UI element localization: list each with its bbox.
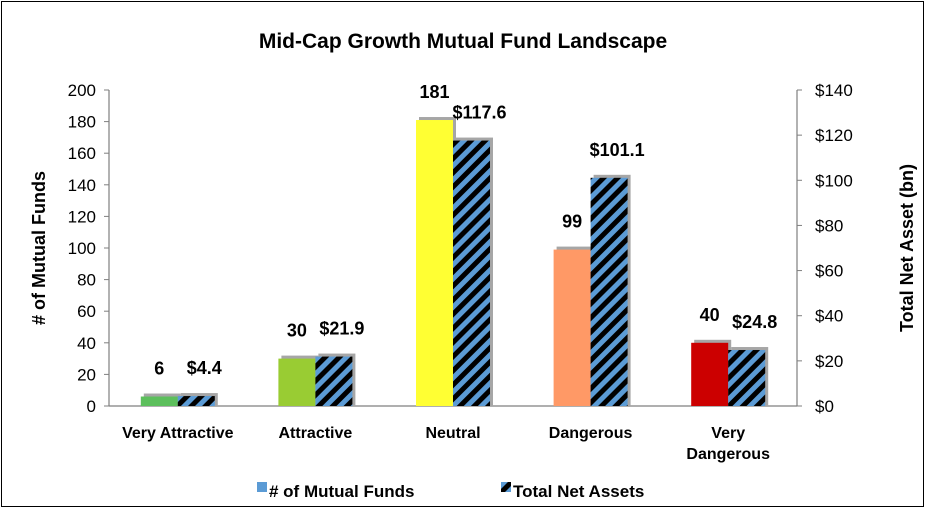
right-tick-label: $20 xyxy=(815,352,843,371)
bar-mutual-funds xyxy=(553,249,591,406)
left-tick-label: 120 xyxy=(68,207,96,226)
left-tick-label: 180 xyxy=(68,113,96,132)
left-tick-label: 0 xyxy=(87,397,96,416)
data-label-mutual-funds: 6 xyxy=(154,359,164,379)
bar-mutual-funds xyxy=(416,120,453,407)
right-tick-label: $40 xyxy=(815,307,843,326)
left-tick-label: 140 xyxy=(68,176,96,195)
x-tick-label: Dangerous xyxy=(549,425,633,442)
x-tick-label: Neutral xyxy=(425,425,480,442)
right-tick-label: $60 xyxy=(815,262,843,281)
x-tick-label: Attractive xyxy=(278,425,352,442)
data-label-total-net-assets: $21.9 xyxy=(319,319,364,339)
left-tick-label: 60 xyxy=(77,302,96,321)
left-tick-label: 100 xyxy=(68,239,96,258)
data-label-total-net-assets: $101.1 xyxy=(590,140,645,160)
bar-total-net-assets xyxy=(453,140,490,406)
bar-total-net-assets xyxy=(728,350,766,406)
right-tick-label: $120 xyxy=(815,126,853,145)
x-tick-label: Dangerous xyxy=(686,446,770,463)
x-tick-label: Very Attractive xyxy=(122,425,234,442)
bar-mutual-funds xyxy=(278,358,316,406)
x-tick-label: Very xyxy=(711,425,745,442)
data-label-mutual-funds: 99 xyxy=(562,212,582,232)
left-tick-label: 40 xyxy=(77,334,96,353)
data-label-total-net-assets: $4.4 xyxy=(187,358,222,378)
data-label-mutual-funds: 40 xyxy=(700,305,720,325)
y-axis-title: # of Mutual Funds xyxy=(29,171,49,325)
bar-mutual-funds xyxy=(140,396,178,406)
y-axis-title-right: Total Net Asset (bn) xyxy=(897,164,917,332)
right-tick-label: $80 xyxy=(815,216,843,235)
legend-label-mutual-funds: # of Mutual Funds xyxy=(269,482,414,501)
left-tick-label: 200 xyxy=(68,81,96,100)
right-tick-label: $0 xyxy=(815,397,834,416)
left-tick-label: 160 xyxy=(68,144,96,163)
data-label-mutual-funds: 30 xyxy=(287,321,307,341)
bar-total-net-assets xyxy=(590,177,628,406)
bar-total-net-assets xyxy=(177,396,215,406)
data-label-total-net-assets: $117.6 xyxy=(452,103,506,123)
right-tick-label: $140 xyxy=(815,81,853,100)
data-label-mutual-funds: 181 xyxy=(419,82,449,102)
left-tick-label: 80 xyxy=(77,271,96,290)
legend-label-total-net-assets: Total Net Assets xyxy=(513,482,644,501)
legend-swatch-mutual-funds xyxy=(257,482,267,492)
bar-mutual-funds xyxy=(691,342,729,406)
right-tick-label: $100 xyxy=(815,171,853,190)
legend-swatch-total-net-assets xyxy=(501,482,511,492)
left-tick-label: 20 xyxy=(77,365,96,384)
chart-title: Mid-Cap Growth Mutual Fund Landscape xyxy=(259,30,667,53)
bar-total-net-assets xyxy=(315,356,353,406)
data-label-total-net-assets: $24.8 xyxy=(732,312,777,332)
